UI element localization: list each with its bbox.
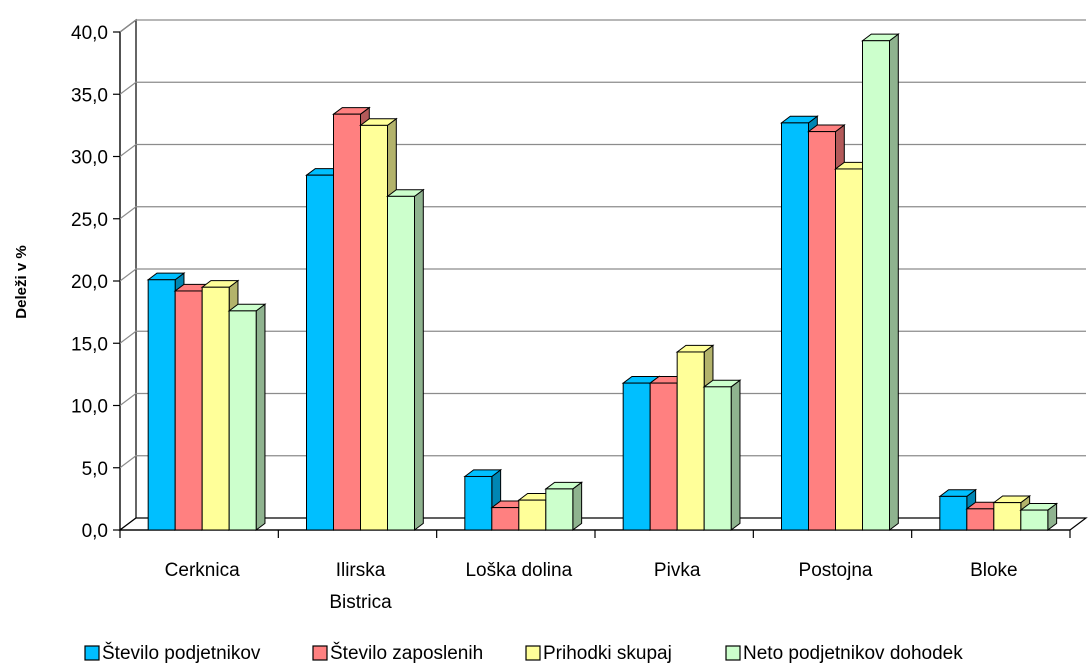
legend-item: Število zaposlenih [312, 642, 483, 664]
y-axis-label: Deleži v % [13, 245, 30, 318]
bar-front [360, 124, 388, 531]
bar-front [464, 475, 493, 531]
bar-front [306, 174, 334, 531]
bar-front [993, 502, 1022, 531]
bar-front [835, 168, 863, 531]
bar-side [414, 188, 424, 531]
bar [861, 33, 900, 531]
y-tick-label: 15,0 [71, 334, 108, 355]
bar-side [572, 481, 583, 531]
bar-front [781, 122, 809, 531]
bar-front [649, 382, 678, 531]
bar-front [703, 386, 732, 531]
gridline [119, 392, 1086, 406]
legend-label: Neto podjetnikov dohodek [743, 643, 963, 664]
y-tick-label: 20,0 [71, 272, 108, 293]
bar [544, 481, 584, 531]
bar-front [1020, 509, 1049, 531]
bar-front [966, 508, 995, 531]
gridline [119, 455, 1086, 469]
y-tick-label: 25,0 [71, 210, 108, 231]
bar-front [676, 351, 705, 531]
bar-front [545, 488, 574, 531]
bar-front [491, 507, 520, 531]
y-tick-label: 10,0 [71, 397, 108, 418]
x-tick-label: Cerknica [165, 560, 240, 581]
bar-front [228, 310, 257, 531]
bar-side [730, 379, 741, 531]
bars [146, 33, 1059, 532]
legend-swatch [312, 645, 328, 661]
gridline [119, 268, 1086, 282]
bar-front [387, 195, 415, 531]
x-axis-labels: Cerknica Ilirska Bistrica Loška dolina Pivka… [119, 530, 1071, 613]
y-tick-label: 40,0 [71, 23, 108, 44]
legend-swatch [725, 645, 741, 661]
bar-front [201, 286, 230, 531]
bar [702, 379, 742, 531]
gridlines [119, 19, 1086, 469]
y-tick-label: 5,0 [82, 459, 108, 480]
gridline [119, 19, 1086, 33]
bar-front [147, 279, 176, 531]
bar-front [939, 495, 968, 531]
legend-label: Število zaposlenih [330, 642, 483, 664]
legend-swatch [525, 645, 541, 661]
y-axis-ticks: 0,0 5,0 10,0 15,0 20,0 25,0 30,0 35,0 40,0 [71, 23, 120, 542]
x-tick-label: Postojna [799, 560, 873, 581]
y-tick-label: 0,0 [82, 521, 108, 542]
bar [1019, 502, 1059, 532]
x-tick-label: Ilirska Bistrica [329, 560, 392, 613]
x-tick-label: Pivka [654, 560, 701, 581]
bar-front [622, 382, 651, 531]
bar-front [333, 113, 361, 531]
gridline [119, 81, 1086, 95]
bar-side [889, 33, 899, 531]
y-tick-label: 35,0 [71, 85, 108, 106]
bar-front [518, 499, 547, 531]
legend: Število podjetnikov Število zaposlenih Pri… [84, 642, 963, 664]
legend-item: Število podjetnikov [84, 642, 261, 664]
bar-front [808, 131, 836, 531]
legend-item: Prihodki skupaj [525, 643, 672, 664]
gridline [119, 206, 1086, 220]
bar [386, 188, 425, 531]
legend-item: Neto podjetnikov dohodek [725, 643, 963, 664]
bar [227, 303, 267, 531]
bar-side [255, 303, 266, 531]
legend-swatch [84, 645, 100, 661]
gridline [119, 143, 1086, 157]
bar-front [174, 290, 203, 531]
bar-front [862, 40, 890, 531]
x-tick-label: Bloke [970, 560, 1018, 581]
y-tick-label: 30,0 [71, 148, 108, 169]
x-tick-label: Loška dolina [465, 560, 572, 581]
legend-label: Prihodki skupaj [543, 643, 672, 664]
gridline [119, 330, 1086, 344]
legend-label: Število podjetnikov [102, 642, 261, 664]
